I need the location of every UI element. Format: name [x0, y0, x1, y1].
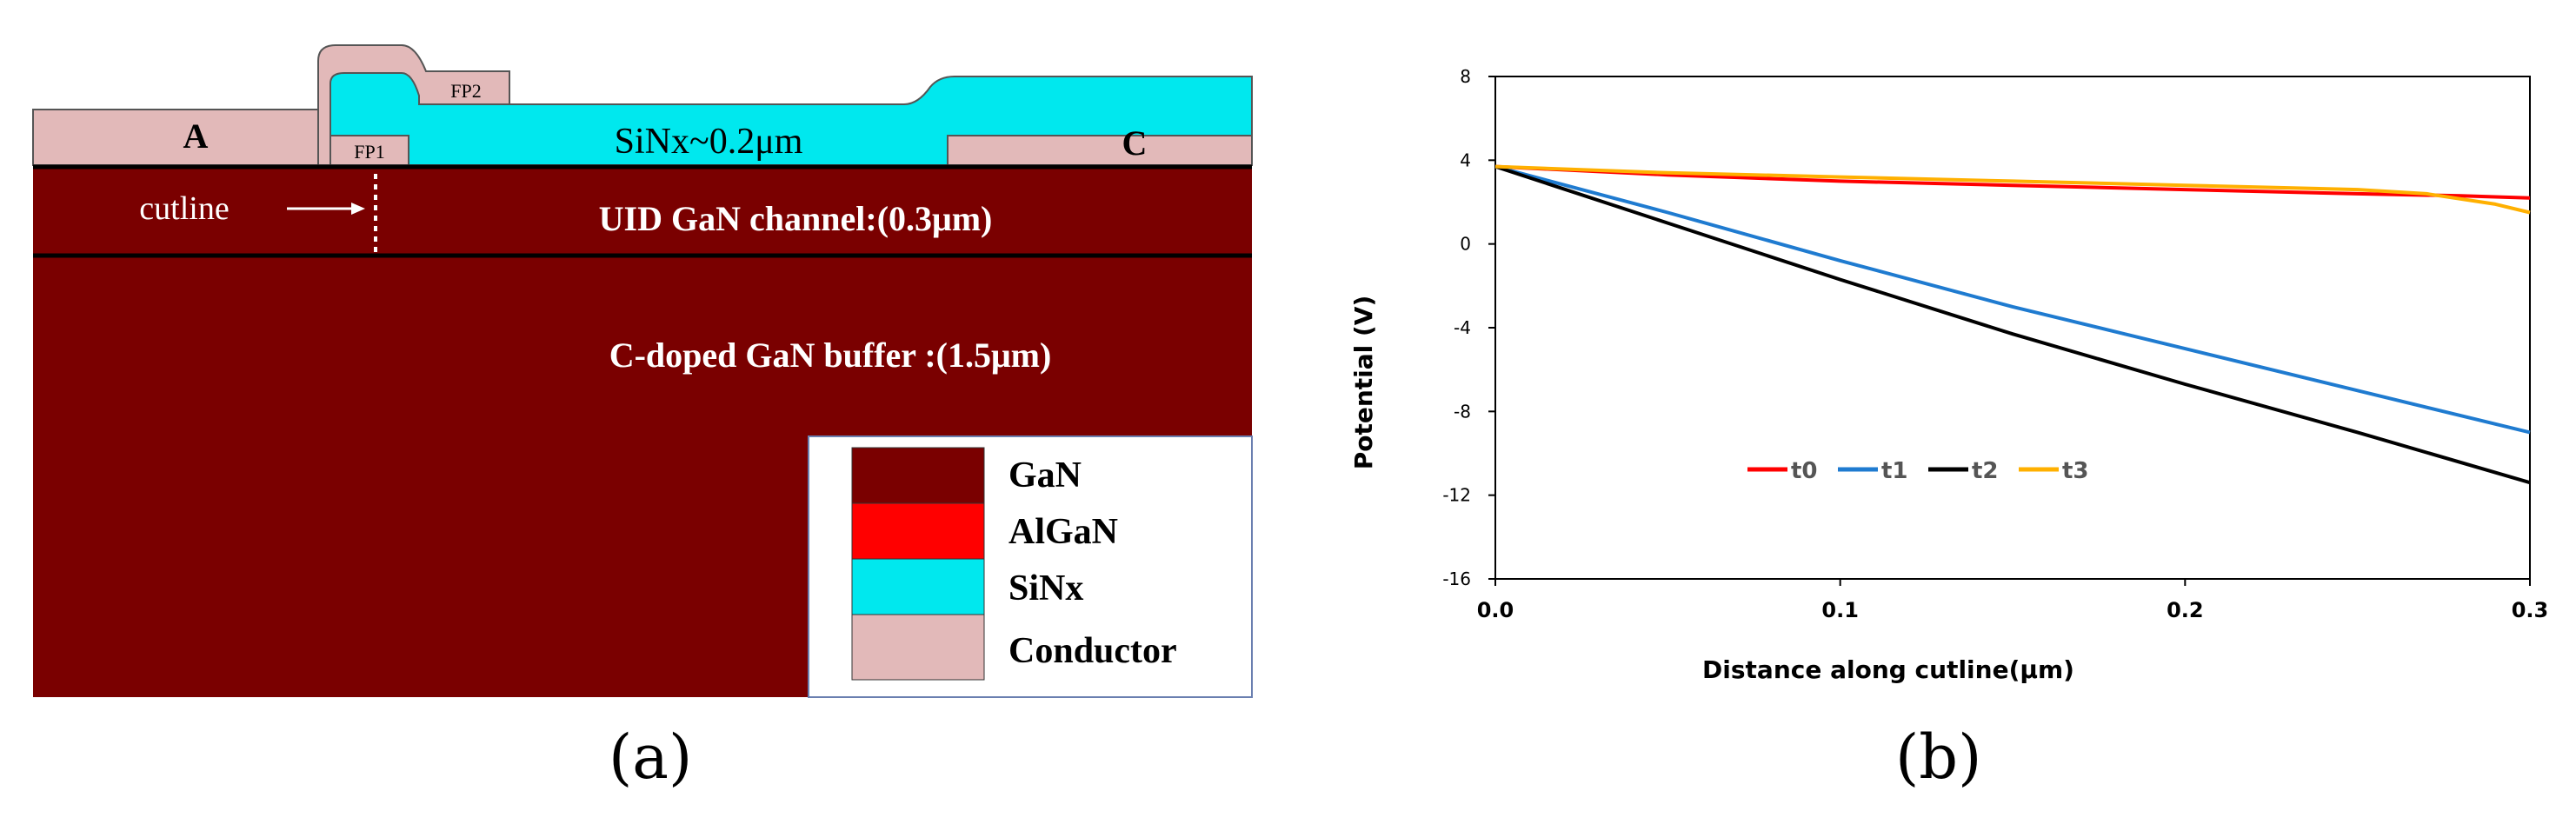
- x-tick-label: 0.1: [1821, 598, 1859, 622]
- series-line-t3: [1494, 164, 2531, 215]
- y-axis-label: Potential (V): [1349, 296, 1378, 470]
- y-tick-label: -12: [1442, 485, 1471, 506]
- fp1-label: FP1: [354, 141, 384, 163]
- legend-label-t1: t1: [1881, 458, 1908, 484]
- cutline-arrowhead: [351, 203, 365, 215]
- x-axis-label: Distance along cutline(μm): [1702, 655, 2074, 684]
- cutline-label: cutline: [139, 190, 229, 227]
- device-cross-section: A C FP1 FP2 SiNx~0.2μm UID GaN channel:(…: [32, 44, 1253, 698]
- y-tick-label: 8: [1460, 66, 1471, 87]
- y-tick-label: 0: [1460, 234, 1471, 255]
- sinx-label: SiNx~0.2μm: [615, 122, 803, 162]
- fp2-label: FP2: [450, 80, 481, 102]
- legend-label-conductor: Conductor: [1008, 631, 1177, 671]
- legend-label-t0: t0: [1791, 458, 1818, 484]
- y-tick-label: -16: [1442, 568, 1471, 589]
- material-legend: GaN AlGaN SiNx Conductor: [808, 435, 1253, 698]
- anode-label: A: [183, 116, 209, 156]
- legend-swatch-sinx: [851, 558, 985, 615]
- legend-label-t2: t2: [1972, 458, 1999, 484]
- anode-conductor: [32, 109, 319, 166]
- legend-label-sinx: SiNx: [1008, 568, 1083, 608]
- legend-label-algan: AlGaN: [1008, 512, 1118, 552]
- x-tick-label: 0.0: [1477, 598, 1514, 622]
- channel-label: UID GaN channel:(0.3μm): [599, 199, 993, 238]
- panel-label-a: (a): [609, 721, 693, 793]
- x-tick-label: 0.2: [2167, 598, 2204, 622]
- panel-label-b: (b): [1895, 721, 1982, 793]
- y-tick-label: -8: [1454, 401, 1471, 422]
- series-line-t1: [1494, 164, 2531, 435]
- buffer-label: C-doped GaN buffer :(1.5μm): [609, 336, 1052, 375]
- potential-chart: 0.0 0.1 0.2 0.3 8 4 0 -4 -8 -12 -16 t0 t1 t2 t3 Dist…: [1349, 66, 2549, 684]
- y-tick-label: 4: [1460, 150, 1471, 170]
- y-tick-label: -4: [1454, 317, 1471, 338]
- legend-label-t3: t3: [2062, 458, 2089, 484]
- cathode-label: C: [1122, 123, 1148, 163]
- x-tick-label: 0.3: [2512, 598, 2549, 622]
- cathode-conductor: [947, 135, 1253, 166]
- legend-swatch-conductor: [851, 614, 985, 681]
- series-line-t2: [1494, 164, 2531, 485]
- plot-frame: [1494, 76, 2531, 580]
- legend-swatch-gan: [851, 447, 985, 504]
- legend-label-gan: GaN: [1008, 455, 1082, 495]
- legend-swatch-algan: [851, 502, 985, 560]
